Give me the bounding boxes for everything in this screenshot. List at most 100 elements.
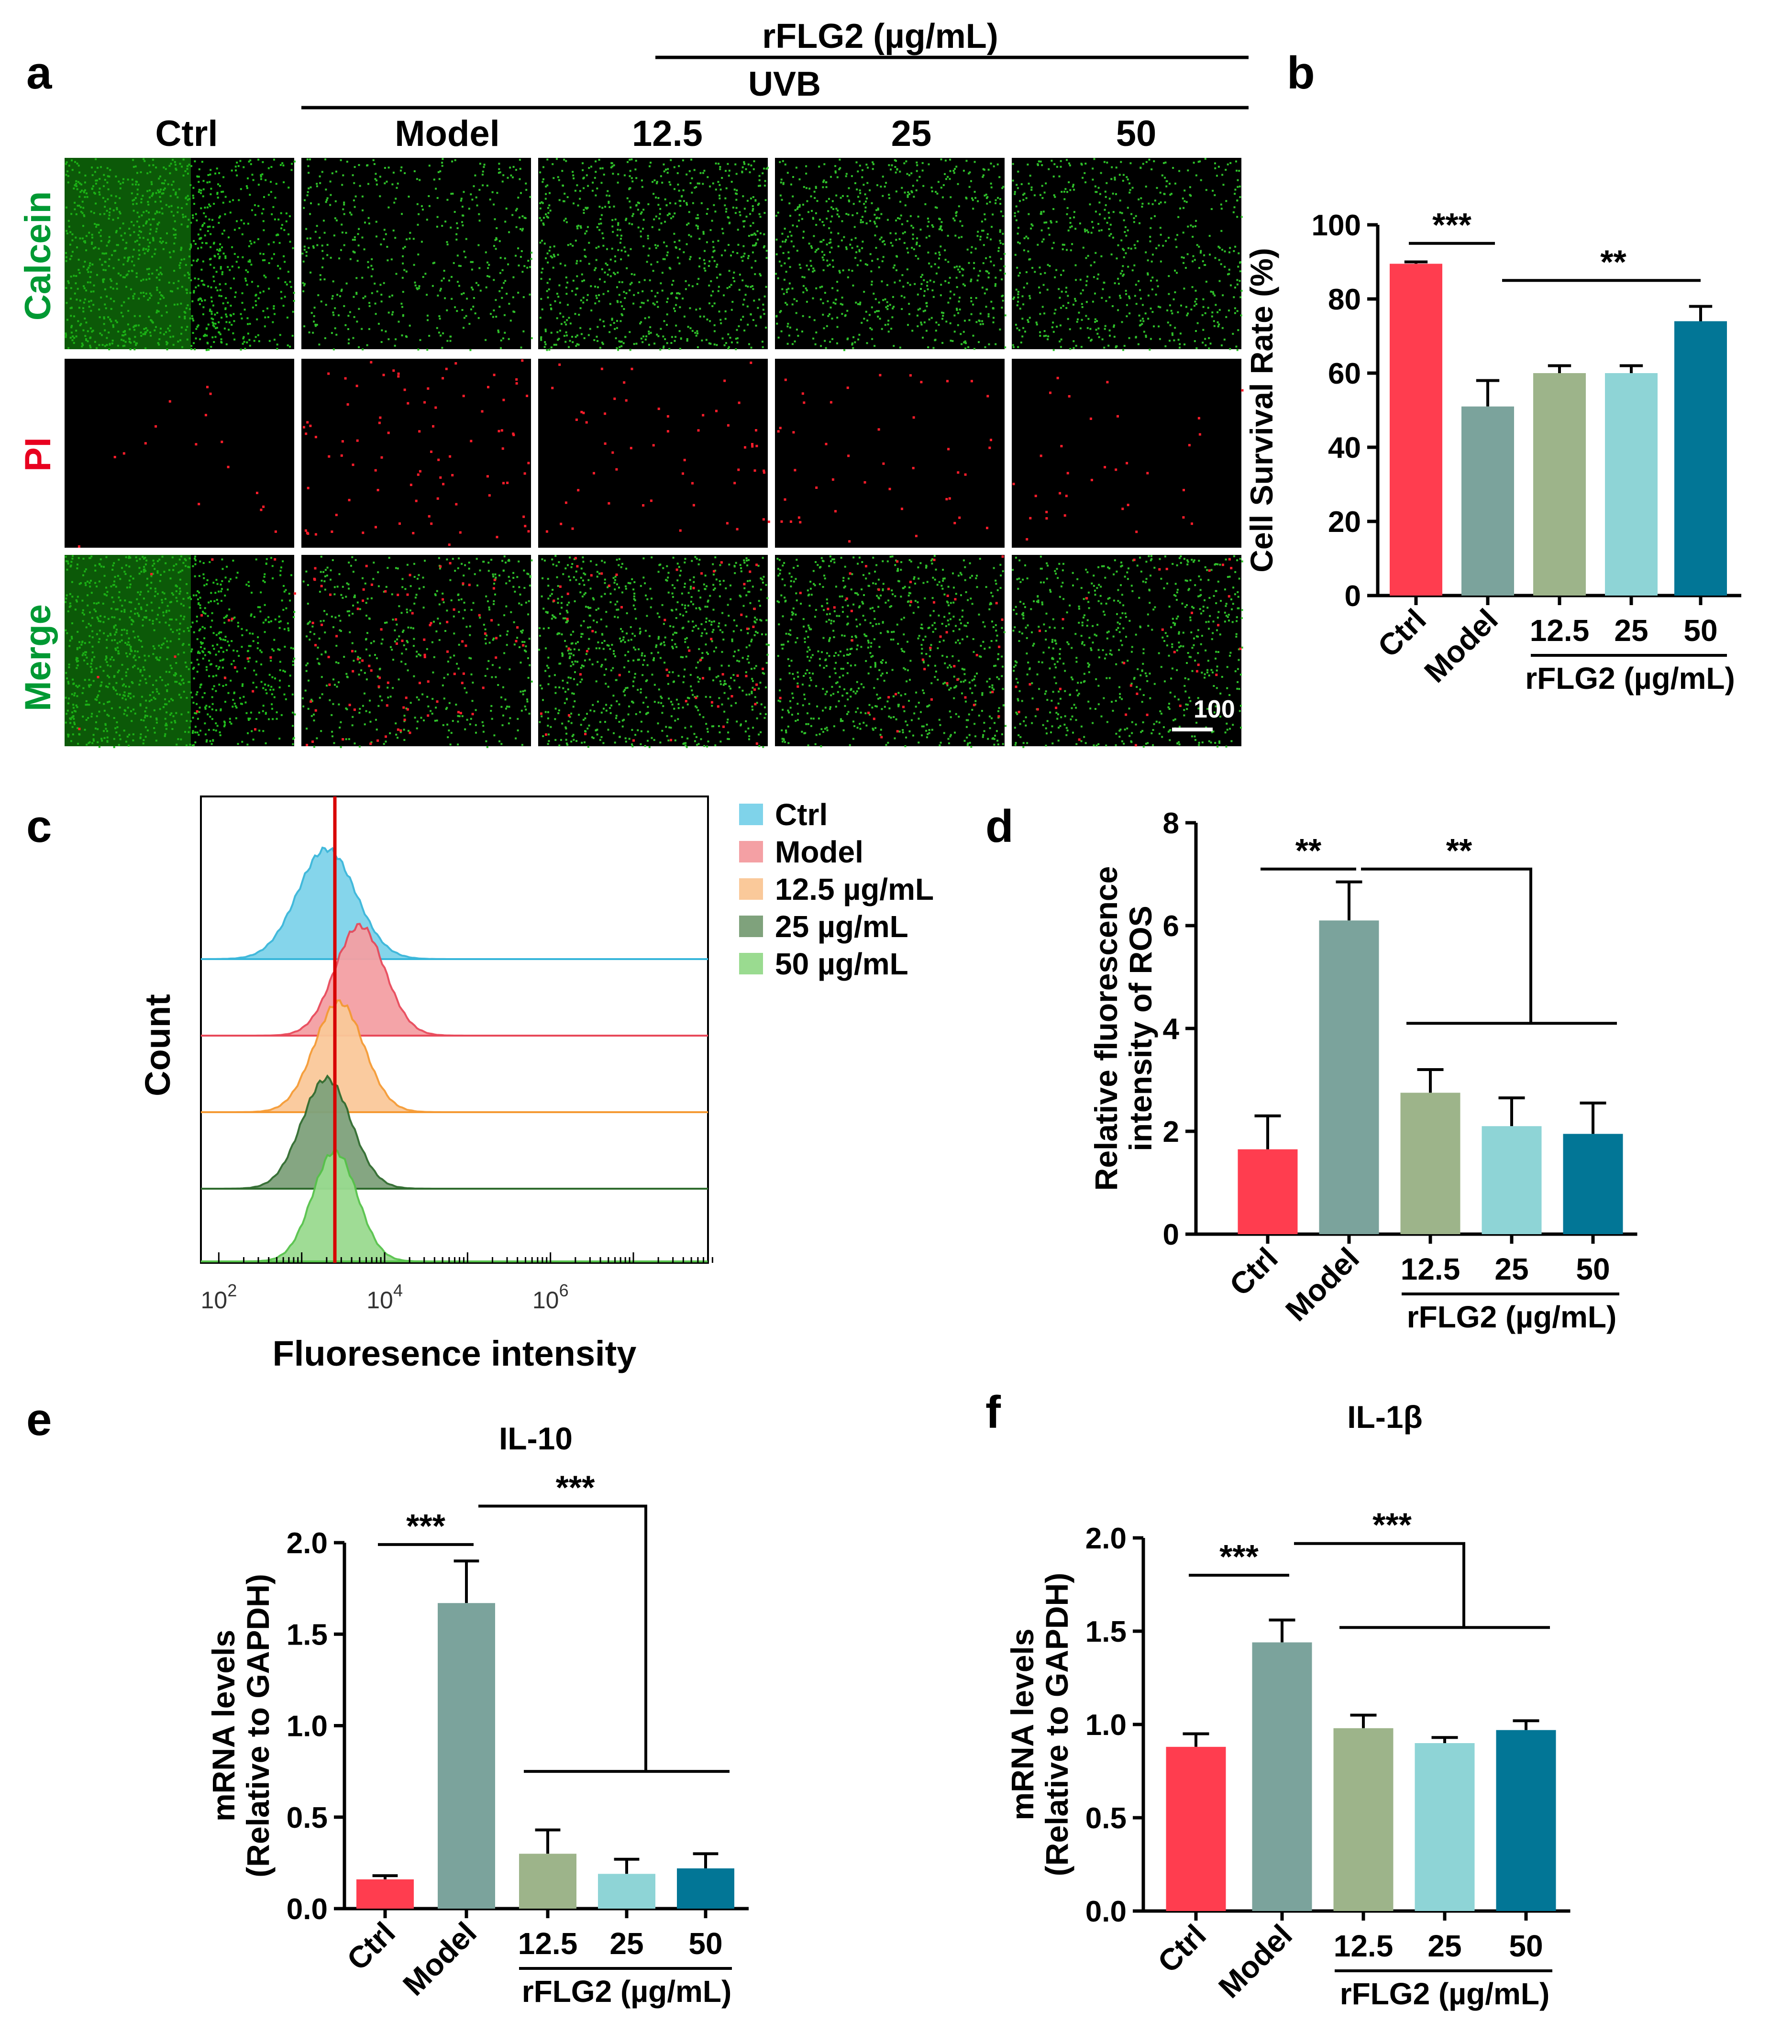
y-tick-label: 1.0 <box>1085 1709 1127 1742</box>
chart-title: IL-1β <box>1347 1399 1423 1435</box>
y-tick-label: 0 <box>1163 1218 1179 1251</box>
x-tick-label: 12.5 <box>1530 613 1590 648</box>
x-tick-label: Model <box>1212 1918 1299 2005</box>
panel-label-e: e <box>26 1394 52 1445</box>
significance-label: ** <box>1600 243 1626 280</box>
x-axis-title: rFLG2 (µg/mL) <box>1407 1300 1617 1334</box>
bar-50 <box>1496 1730 1556 1911</box>
x-axis-title: Fluoresence intensity <box>273 1334 637 1373</box>
y-tick-label: 0.0 <box>1085 1895 1127 1928</box>
significance-label: *** <box>1219 1538 1259 1575</box>
header-uvb: UVB <box>748 65 821 103</box>
bar-12-5 <box>519 1854 576 1909</box>
calcein-signal <box>775 158 1007 351</box>
panel-a: rFLG2 (µg/mL) UVB Ctrl Model 12.5 25 50 … <box>18 17 1278 748</box>
bar-ctrl <box>1238 1149 1298 1234</box>
y-tick-label: 0.0 <box>287 1893 328 1926</box>
x-tick-exponent: 6 <box>559 1281 569 1300</box>
y-tick-label: 4 <box>1163 1013 1180 1046</box>
y-tick-label: 2.0 <box>287 1527 328 1560</box>
bar-50 <box>677 1868 734 1909</box>
calcein-signal <box>301 555 533 748</box>
histogram-4 <box>201 1074 708 1190</box>
legend-label: 12.5 µg/mL <box>775 872 934 906</box>
micrograph-pi-50 <box>1012 359 1241 548</box>
y-axis-title-line: mRNA levels <box>206 1630 241 1822</box>
x-tick-label: 12.5 <box>1334 1929 1394 1963</box>
panel-label-d: d <box>985 801 1014 852</box>
bar-50 <box>1674 321 1727 596</box>
significance-label: *** <box>1432 206 1471 243</box>
calcein-signal <box>776 555 1007 748</box>
legend-swatch <box>739 841 763 862</box>
bar-25 <box>1482 1126 1542 1234</box>
x-tick-exponent: 2 <box>227 1281 237 1300</box>
x-axis-title: rFLG2 (µg/mL) <box>522 1974 732 2009</box>
bar-model <box>1461 406 1514 596</box>
bar-12-5 <box>1400 1093 1460 1234</box>
y-tick-label: 100 <box>1312 209 1361 242</box>
bar-model <box>1252 1642 1312 1911</box>
chart-e-il10: 0.0 0.5 1.0 1.5 2.0 mRNA levels(Relative to G… <box>206 1421 749 2009</box>
y-tick-label: 8 <box>1163 807 1179 840</box>
y-tick-label: 2.0 <box>1085 1522 1127 1555</box>
micrograph-merge-12-5 <box>538 555 768 746</box>
x-tick-label: Ctrl <box>340 1915 402 1977</box>
column-label-50: 50 <box>1116 113 1157 154</box>
significance-label: ** <box>1446 832 1472 869</box>
y-tick-label: 1.5 <box>287 1618 328 1651</box>
x-tick-label: 50 <box>688 1926 722 1961</box>
y-tick-label: 80 <box>1328 283 1361 316</box>
significance-label: *** <box>1372 1506 1412 1544</box>
x-tick-label: 10 <box>532 1287 559 1314</box>
legend-swatch <box>739 953 763 974</box>
panel-label-a: a <box>26 47 52 99</box>
row-label-calcein: Calcein <box>18 191 58 320</box>
bar-model <box>1319 920 1379 1234</box>
x-tick-label: Ctrl <box>1371 602 1433 664</box>
y-tick-label: 40 <box>1328 431 1361 464</box>
micrograph-calcein-model <box>301 158 531 349</box>
legend-swatch <box>739 804 763 825</box>
significance-bracket <box>1294 1542 1465 1628</box>
y-tick-label: 1.5 <box>1085 1615 1127 1648</box>
x-tick-label: 50 <box>1576 1252 1610 1286</box>
micrograph-pi-model <box>301 359 531 548</box>
header-rflg2: rFLG2 (µg/mL) <box>762 17 998 55</box>
y-tick-label: 0.5 <box>1085 1802 1127 1835</box>
micrograph-merge-25 <box>775 555 1005 746</box>
y-axis-title: Cell Survival Rate (%) <box>1244 248 1279 573</box>
y-axis-title-line: mRNA levels <box>1005 1628 1040 1820</box>
y-axis-title-line: (Relative to GAPDH) <box>240 1574 276 1877</box>
x-tick-label: 25 <box>1614 613 1648 648</box>
x-axis-title: rFLG2 (µg/mL) <box>1340 1977 1550 2011</box>
legend-label: Model <box>775 835 863 869</box>
calcein-dense-region <box>65 555 191 746</box>
x-tick-label: 10 <box>366 1287 393 1314</box>
x-tick-exponent: 4 <box>393 1281 403 1300</box>
legend-label: 50 µg/mL <box>775 947 908 981</box>
micrograph-calcein-12-5 <box>538 158 768 349</box>
column-label-model: Model <box>395 113 500 154</box>
micrograph-merge-model <box>301 555 531 746</box>
bar-ctrl <box>1390 264 1442 596</box>
row-label-pi: PI <box>18 437 58 472</box>
microscopy-grid <box>65 158 1244 748</box>
y-tick-label: 0 <box>1345 580 1361 613</box>
x-tick-label: 25 <box>1427 1929 1461 1963</box>
legend-swatch <box>739 916 763 937</box>
x-tick-label: 50 <box>1683 613 1717 648</box>
bar-ctrl <box>356 1879 414 1909</box>
histogram-1 <box>200 846 708 960</box>
x-tick-label: Model <box>396 1915 483 2002</box>
bar-12-5 <box>1533 373 1586 596</box>
histogram-3 <box>201 999 708 1113</box>
y-tick-label: 20 <box>1328 506 1361 539</box>
x-tick-label: 12.5 <box>1401 1252 1460 1286</box>
significance-label: *** <box>556 1469 595 1506</box>
y-axis-title-line: Relative fluorescence <box>1088 866 1124 1191</box>
bar-12-5 <box>1333 1728 1394 1911</box>
chart-title: IL-10 <box>499 1421 573 1456</box>
